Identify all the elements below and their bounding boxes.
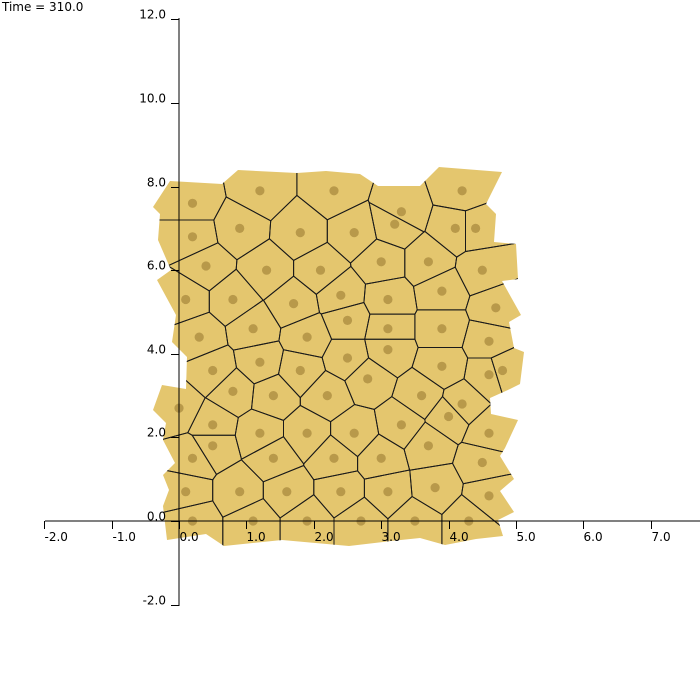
cell-nucleus [322, 391, 332, 401]
cell-nucleus [390, 219, 400, 229]
cell-nucleus [484, 370, 494, 380]
cell-nucleus [235, 487, 245, 497]
cell-boundary [461, 464, 524, 546]
cell-nucleus [477, 265, 487, 275]
x-tick-label: 7.0 [652, 530, 671, 544]
cell-nucleus [450, 223, 460, 233]
x-tick-label: 2.0 [315, 530, 334, 544]
y-tick-label: 0.0 [147, 510, 166, 524]
y-tick-label: -2.0 [143, 594, 166, 608]
cell-nucleus [471, 223, 481, 233]
cell-nucleus [396, 207, 406, 217]
x-tick-label: 0.0 [180, 530, 199, 544]
cell-nucleus [437, 324, 447, 334]
x-tick-label: 5.0 [517, 530, 536, 544]
cell-nucleus [228, 294, 238, 305]
cell-nucleus [194, 332, 204, 342]
cell-nucleus [187, 453, 198, 463]
cell-boundary [153, 167, 227, 221]
cell-nucleus [437, 361, 447, 371]
cell-nucleus [268, 391, 278, 401]
cell-nucleus [255, 357, 265, 367]
cell-nucleus [342, 315, 353, 325]
cell-nucleus [342, 353, 353, 363]
cell-boundary [214, 167, 298, 222]
cell-nucleus [484, 428, 494, 438]
cell-nucleus [302, 428, 312, 438]
cell-nucleus [329, 453, 339, 463]
y-tick-label: 8.0 [147, 176, 166, 190]
cell-nucleus [376, 453, 386, 463]
cell-nucleus [235, 223, 245, 233]
x-tick-label: 6.0 [584, 530, 603, 544]
cell-nucleus [423, 257, 433, 267]
cell-nucleus [289, 299, 299, 309]
cell-nucleus [349, 228, 359, 238]
cell-nucleus [336, 487, 346, 497]
cell-nucleus [383, 345, 393, 355]
cell-nucleus [295, 365, 305, 376]
cell-nucleus [228, 386, 238, 396]
cell-nucleus [396, 420, 406, 430]
y-tick-label: 10.0 [139, 92, 166, 106]
cell-boundary [367, 167, 434, 233]
cell-nucleus [484, 336, 494, 346]
cell-nucleus [208, 441, 218, 451]
plot-axes: -2.0 -1.0 0.0 1.0 2.0 3.0 4.0 5.0 6.0 7.0 12.0 10.0… [44, 8, 700, 608]
y-tick-label: 6.0 [147, 259, 166, 273]
cell-nucleus [208, 365, 218, 376]
cell-tissue [153, 167, 524, 546]
cell-nucleus [181, 487, 191, 497]
cell-nucleus [302, 332, 312, 342]
x-tick-label: 3.0 [382, 530, 401, 544]
cell-nucleus [295, 228, 305, 238]
cell-nucleus [484, 491, 494, 501]
cell-boundary [296, 167, 388, 221]
cell-nucleus [315, 265, 326, 275]
y-tick-label: 12.0 [139, 8, 166, 22]
y-tick-label: 4.0 [147, 343, 166, 357]
cell-nucleus [349, 428, 359, 438]
cell-nucleus [457, 186, 467, 196]
cell-nucleus [423, 441, 433, 451]
cell-nucleus [491, 303, 501, 313]
x-tick-label: -2.0 [45, 530, 68, 544]
cell-nucleus [201, 261, 211, 271]
cell-nucleus [329, 186, 339, 196]
cell-nucleus [262, 265, 272, 275]
cell-nucleus [187, 232, 198, 242]
cell-nucleus [383, 487, 393, 497]
x-tick-label: 4.0 [450, 530, 469, 544]
cell-nucleus [430, 483, 440, 493]
cell-nucleus [268, 453, 278, 463]
cell-nucleus [282, 487, 292, 497]
x-tick-label: -1.0 [113, 530, 136, 544]
cell-membranes [153, 167, 524, 546]
cell-nucleus [181, 294, 191, 305]
y-tick-label: 2.0 [147, 426, 166, 440]
cell-nucleus [437, 286, 447, 296]
time-label: Time = 310.0 [2, 0, 84, 14]
cell-nucleus [417, 391, 427, 401]
x-tick-label: 1.0 [247, 530, 266, 544]
cell-nucleus [255, 186, 265, 196]
cell-nucleus [497, 365, 508, 376]
cell-nucleus [363, 374, 373, 384]
cell-nucleus [376, 257, 386, 267]
cell-nucleus [336, 290, 346, 300]
cell-nucleus [383, 294, 393, 305]
cell-nucleus [248, 324, 258, 334]
cell-nucleus [477, 457, 487, 468]
cell-nucleus [208, 420, 218, 430]
cell-nucleus [444, 411, 454, 422]
cell-nucleus [255, 428, 265, 438]
cell-nucleus [457, 399, 467, 409]
cell-nucleus [383, 324, 393, 334]
cell-nucleus [187, 198, 198, 208]
cell-boundary [490, 332, 524, 417]
